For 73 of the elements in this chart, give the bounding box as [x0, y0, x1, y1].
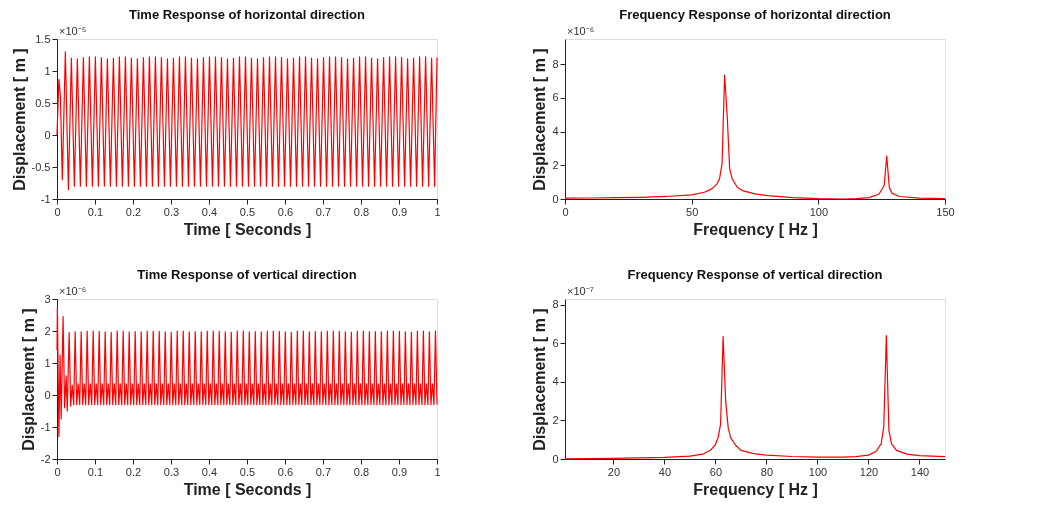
chart-title: Frequency Response of horizontal direction: [619, 7, 891, 22]
chart-title: Frequency Response of vertical direction: [627, 267, 883, 282]
x-tick-label: 0: [54, 465, 61, 478]
x-axis-title: Time [ Seconds ]: [183, 220, 312, 238]
text: ×10⁻⁷: [567, 285, 594, 297]
line-series: [56, 51, 438, 190]
text: ×10⁻⁶: [59, 285, 87, 297]
y-tick-label: 2: [44, 324, 51, 337]
x-tick-label: 100: [809, 205, 829, 218]
y-tick-label: 6: [552, 91, 559, 104]
x-tick-label: 1: [434, 465, 441, 478]
x-tick-label: 0.2: [125, 205, 142, 218]
x-tick-label: 0.6: [277, 205, 294, 218]
x-tick-label: 0: [54, 205, 61, 218]
x-tick-label: 0.8: [353, 205, 370, 218]
y-tick-label: 8: [552, 298, 559, 311]
text: ×10⁻⁶: [567, 25, 595, 37]
y-tick-label: 0: [44, 128, 51, 141]
x-tick-label: 0.2: [125, 465, 142, 478]
x-tick-label: 20: [607, 465, 621, 478]
y-tick-label: 3: [44, 292, 51, 305]
x-tick-label: 0.5: [239, 205, 256, 218]
x-tick-label: 0.6: [277, 465, 294, 478]
x-tick-label: 0.7: [315, 205, 332, 218]
x-tick-label: 0.1: [87, 205, 104, 218]
x-tick-label: 0.3: [163, 205, 180, 218]
x-tick-label: 150: [936, 205, 955, 218]
y-tick-label: 4: [552, 125, 559, 138]
y-axis-title: Displacement [ m ]: [531, 308, 549, 451]
y-tick-label: 2: [552, 158, 559, 171]
y-tick-label: 8: [552, 57, 559, 70]
chart-title: Time Response of vertical direction: [137, 267, 357, 282]
y-tick-label: 1: [44, 64, 51, 77]
y-tick-label: 4: [552, 375, 559, 388]
y-axis-title: Displacement [ m ]: [531, 48, 549, 191]
chart-title: Time Response of horizontal direction: [129, 7, 366, 22]
x-tick-label: 0.4: [201, 205, 218, 218]
y-tick-label: 1: [44, 356, 51, 369]
line-series: [56, 306, 438, 438]
x-tick-label: 1: [434, 205, 441, 218]
x-tick-label: 0.3: [163, 465, 180, 478]
y-tick-label: 0: [552, 192, 559, 205]
y-tick-label: 0: [552, 452, 559, 465]
x-tick-label: 0.9: [391, 465, 408, 478]
x-axis-title: Frequency [ Hz ]: [693, 480, 818, 498]
y-axis-title: Displacement [ m ]: [10, 48, 28, 191]
x-tick-label: 0.5: [239, 465, 256, 478]
x-axis-title: Frequency [ Hz ]: [693, 220, 818, 238]
x-tick-label: 0.4: [201, 465, 218, 478]
x-tick-label: 0.1: [87, 465, 104, 478]
x-tick-label: 40: [658, 465, 672, 478]
y-tick-label: -1: [40, 420, 51, 433]
y-tick-label: -0.5: [31, 160, 51, 173]
x-tick-label: 80: [760, 465, 774, 478]
y-tick-label: 0.5: [35, 96, 51, 109]
x-tick-label: 100: [808, 465, 828, 478]
text: ×10⁻⁵: [59, 25, 87, 37]
y-tick-label: -1: [40, 192, 51, 205]
x-tick-label: 120: [859, 465, 879, 478]
x-tick-label: 50: [686, 205, 699, 218]
y-tick-label: 1.5: [35, 32, 51, 45]
y-tick-label: 0: [44, 388, 51, 401]
x-tick-label: 0.8: [353, 465, 370, 478]
y-axis-title: Displacement [ m ]: [19, 308, 37, 451]
x-tick-label: 140: [910, 465, 930, 478]
x-tick-label: 0.7: [315, 465, 332, 478]
x-axis-title: Time [ Seconds ]: [183, 480, 312, 498]
x-tick-label: 0.9: [391, 205, 408, 218]
x-tick-label: 0: [562, 205, 569, 218]
y-tick-label: 6: [552, 336, 559, 349]
y-tick-label: 2: [552, 413, 559, 426]
x-tick-label: 60: [709, 465, 723, 478]
y-tick-label: -2: [40, 452, 51, 465]
